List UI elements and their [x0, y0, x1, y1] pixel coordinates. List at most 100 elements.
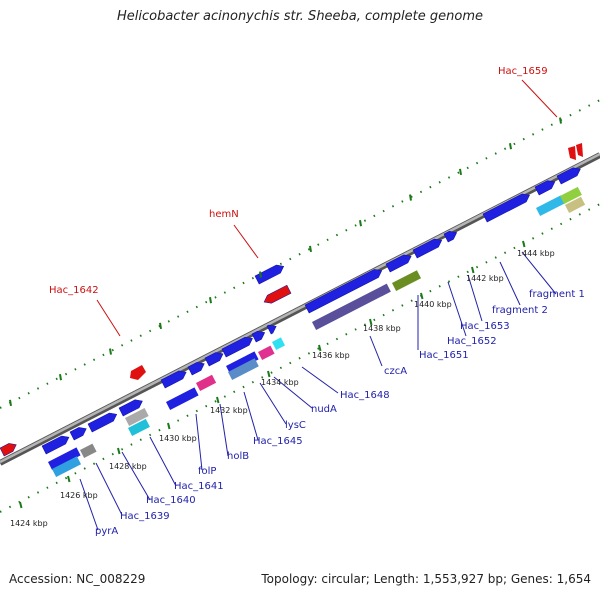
forward-gene-12[interactable]	[385, 252, 413, 273]
gene-label-hac-1653[interactable]: Hac_1653	[460, 321, 510, 332]
fragment-box-2[interactable]	[125, 407, 149, 427]
edge-reverse-gene[interactable]	[0, 441, 18, 457]
gene-label-hac-1639[interactable]: Hac_1639	[120, 511, 170, 522]
fragment-box-7[interactable]	[392, 270, 422, 292]
hac-1659-gene-b	[576, 143, 583, 157]
upper-tick-6	[259, 271, 262, 278]
fragment-box-5-shape	[258, 345, 275, 361]
gene-label-hac-1651[interactable]: Hac_1651	[419, 350, 469, 361]
fragment-box-8[interactable]	[560, 186, 582, 205]
forward-gene-8-shape	[221, 336, 253, 358]
feature-bar-2[interactable]	[166, 387, 199, 411]
gene-label-hac-1652[interactable]: Hac_1652	[447, 336, 497, 347]
label-leader-6	[467, 274, 483, 322]
fragment-box-10[interactable]	[52, 456, 82, 478]
gene-label-hac-1640[interactable]: Hac_1640	[146, 495, 196, 506]
forward-gene-4-shape	[118, 399, 143, 417]
label-leader-14	[219, 403, 229, 457]
edge-reverse-gene-shape	[0, 443, 17, 457]
forward-gene-13-shape	[412, 238, 443, 259]
forward-gene-9[interactable]	[251, 329, 267, 343]
gene-label-hac-1642[interactable]: Hac_1642	[49, 285, 99, 296]
fragment-box-5[interactable]	[258, 345, 275, 361]
hemN-gene[interactable]	[262, 284, 292, 306]
fragment-box-6[interactable]	[272, 337, 286, 351]
forward-gene-4[interactable]	[118, 397, 144, 417]
feature-bar-3[interactable]	[226, 351, 259, 375]
label-leader-3	[96, 299, 121, 337]
gene-label-nuda[interactable]: nudA	[311, 404, 337, 415]
scale-label-1438: 1438 kbp	[363, 324, 401, 333]
gene-label-czca[interactable]: czcA	[384, 366, 407, 377]
forward-gene-1[interactable]	[41, 433, 71, 455]
upper-tick-8	[359, 220, 362, 227]
forward-gene-17[interactable]	[556, 165, 582, 185]
forward-gene-16-shape	[534, 180, 556, 196]
forward-gene-13[interactable]	[412, 236, 444, 259]
label-leader-5	[499, 261, 521, 306]
hemN-gene-shape	[263, 284, 292, 304]
accession-text: Accession: NC_008229	[9, 572, 146, 586]
forward-gene-14[interactable]	[443, 229, 459, 243]
fragment-box-3-shape	[128, 418, 150, 437]
label-leader-12	[259, 382, 287, 425]
forward-gene-2[interactable]	[69, 425, 88, 441]
fragment-box-7-shape	[392, 270, 422, 292]
gene-label-fragment-1[interactable]: fragment 1	[529, 289, 585, 300]
fragment-box-10-shape	[52, 456, 82, 478]
upper-tick-7	[309, 245, 312, 253]
forward-gene-14-shape	[443, 230, 458, 243]
gene-label-holb[interactable]: holB	[227, 451, 249, 462]
forward-gene-7-shape	[204, 352, 224, 367]
fragment-box-9-shape	[565, 196, 586, 214]
fragment-box-3[interactable]	[128, 418, 150, 437]
upper-tick-4	[159, 322, 162, 330]
gene-label-fragment-2[interactable]: fragment 2	[492, 305, 548, 316]
forward-gene-6[interactable]	[187, 360, 206, 376]
gene-label-folp[interactable]: folP	[198, 466, 216, 477]
gene-label-hac-1648[interactable]: Hac_1648	[340, 390, 390, 401]
gene-label-lysc[interactable]: lysC	[285, 420, 306, 431]
forward-gene-16[interactable]	[534, 178, 557, 196]
forward-gene-5[interactable]	[160, 368, 188, 389]
fragment-box-9[interactable]	[565, 196, 586, 214]
label-leader-1	[521, 79, 558, 118]
gene-label-hac-1645[interactable]: Hac_1645	[253, 436, 303, 447]
scale-tick-4	[167, 422, 171, 430]
gene-label-hac-1641[interactable]: Hac_1641	[174, 481, 224, 492]
feature-bar-4[interactable]	[312, 283, 391, 331]
forward-gene-10[interactable]	[266, 322, 278, 335]
label-leader-4	[521, 251, 557, 295]
scale-tick-9	[420, 292, 424, 300]
hemN-gene-top[interactable]	[254, 262, 286, 285]
feature-bar-1[interactable]	[47, 447, 81, 471]
fragment-box-1[interactable]	[80, 443, 97, 459]
scale-label-1434: 1434 kbp	[261, 378, 299, 387]
label-leader-17	[121, 451, 151, 501]
scale-tick-10	[471, 266, 475, 274]
gene-label-pyra[interactable]: pyrA	[95, 526, 118, 537]
label-leader-7	[447, 281, 467, 337]
scale-tick-7	[318, 344, 322, 352]
forward-gene-15[interactable]	[482, 191, 532, 223]
fragment-box-11[interactable]	[228, 358, 259, 381]
fragment-box-2-shape	[125, 407, 149, 427]
gene-label-hac-1659[interactable]: Hac_1659	[498, 66, 548, 77]
feature-bar-1-shape	[47, 447, 81, 471]
fragment-box-4[interactable]	[196, 374, 217, 392]
fragment-box-4-shape	[196, 374, 217, 392]
scale-tick-6	[267, 370, 271, 378]
forward-gene-11[interactable]	[304, 267, 384, 314]
feature-bar-3-shape	[226, 351, 259, 375]
gene-label-hemn[interactable]: hemN	[209, 209, 239, 220]
feature-bar-5[interactable]	[536, 195, 566, 217]
forward-gene-3[interactable]	[87, 410, 119, 433]
feature-bar-2-shape	[166, 387, 199, 411]
forward-gene-10-shape	[266, 324, 277, 335]
forward-gene-12-shape	[385, 254, 412, 273]
scale-label-1442: 1442 kbp	[466, 274, 504, 283]
scale-tick-1	[19, 501, 23, 509]
forward-gene-8[interactable]	[221, 334, 255, 358]
forward-gene-7[interactable]	[204, 350, 225, 367]
label-leader-15	[195, 413, 203, 471]
